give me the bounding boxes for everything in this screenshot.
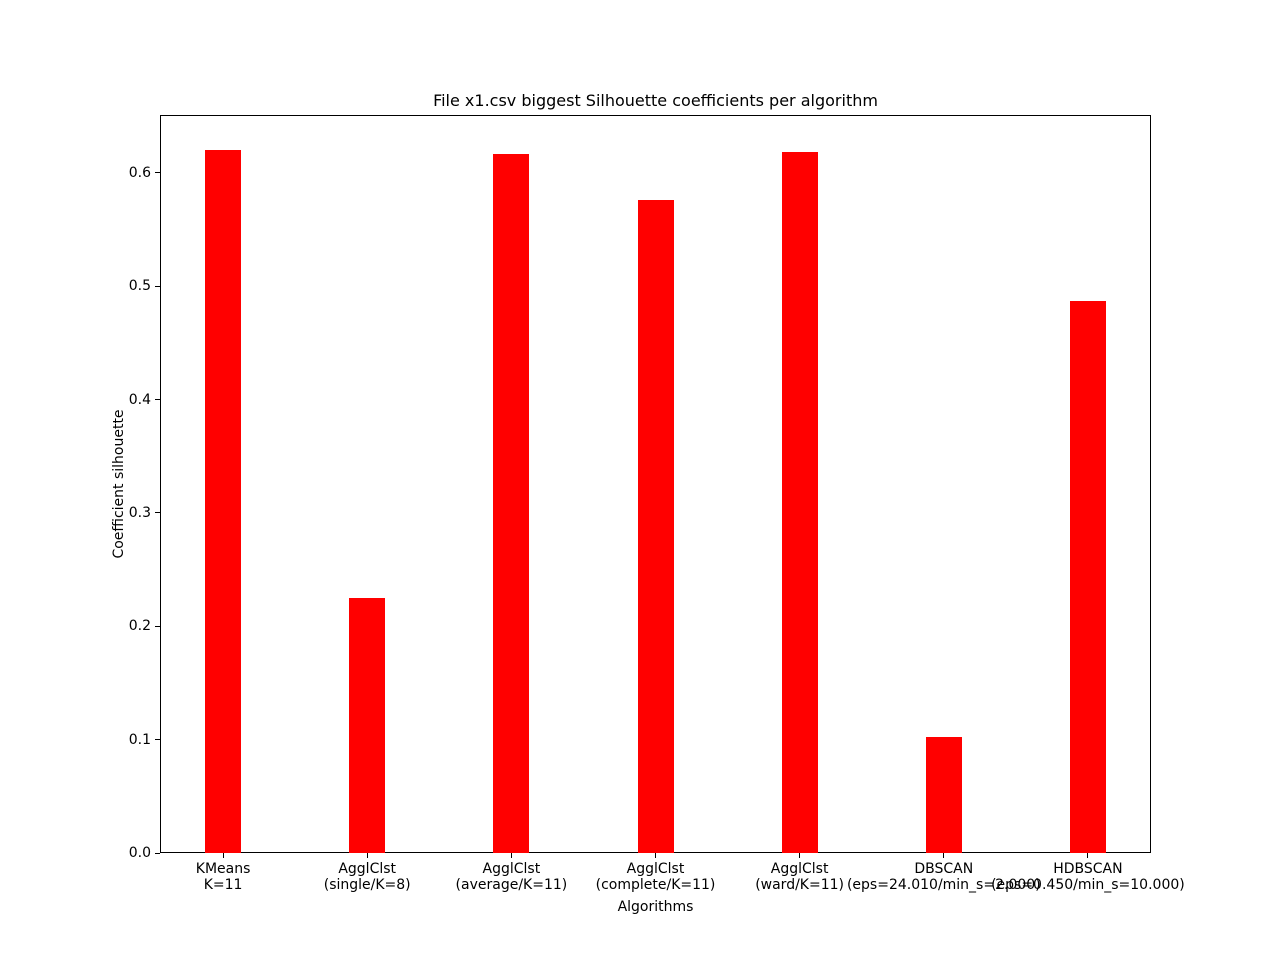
x-tick-mark — [799, 853, 801, 858]
x-tick-mark — [510, 853, 512, 858]
x-tick-label-line: KMeans — [195, 861, 251, 877]
x-tick-label-line: (average/K=11) — [455, 877, 568, 893]
y-tick-label: 0.1 — [128, 731, 151, 748]
x-tick-label-line: AgglClst — [770, 861, 829, 877]
x-tick-label-line: AgglClst — [338, 861, 397, 877]
x-tick-label: DBSCAN (eps=24.010/min_s=2.000) — [847, 861, 1041, 893]
bar — [1069, 300, 1106, 853]
x-tick-label-line: (complete/K=11) — [595, 877, 716, 893]
bar — [205, 150, 241, 853]
x-tick-mark — [943, 853, 945, 858]
y-tick-label: 0.6 — [128, 164, 151, 181]
bar — [781, 152, 818, 853]
bar — [637, 200, 674, 853]
x-tick-label-line: (single/K=8) — [323, 877, 411, 893]
y-tick-mark — [155, 172, 160, 174]
x-tick-label-line: DBSCAN — [914, 861, 974, 877]
y-tick-mark — [155, 285, 160, 287]
x-tick-label: AgglClst (complete/K=11) — [596, 861, 716, 893]
y-tick-label: 0.5 — [128, 278, 151, 295]
bar — [349, 597, 386, 853]
x-tick-label: KMeans K=11 — [196, 861, 251, 893]
x-tick-label-line: (eps=24.010/min_s=2.000) — [846, 877, 1041, 893]
x-tick-label: AgglClst (ward/K=11) — [755, 861, 844, 893]
x-axis-label: Algorithms — [617, 899, 694, 915]
chart-title: File x1.csv biggest Silhouette coefficie… — [433, 91, 878, 110]
x-tick-label-line: HDBSCAN — [1053, 861, 1123, 877]
x-tick-label-line: AgglClst — [482, 861, 541, 877]
y-tick-mark — [155, 399, 160, 400]
bar — [493, 153, 530, 853]
y-tick-mark — [155, 739, 160, 741]
y-tick-label: 0.0 — [128, 845, 151, 861]
y-tick-label: 0.2 — [128, 618, 151, 635]
bar — [925, 737, 962, 853]
y-tick-mark — [155, 852, 160, 854]
x-tick-mark — [222, 853, 224, 858]
y-axis-label: Coefficient silhouette — [111, 409, 127, 559]
x-tick-label-line: (ward/K=11) — [755, 877, 844, 893]
y-tick-label: 0.4 — [128, 391, 151, 408]
x-tick-label: HDBSCAN (eps=0.450/min_s=10.000) — [991, 861, 1185, 893]
x-tick-mark — [366, 853, 368, 858]
y-tick-label: 0.3 — [128, 504, 151, 521]
x-tick-label-line: K=11 — [203, 877, 243, 893]
x-tick-label: AgglClst (single/K=8) — [324, 861, 411, 893]
x-tick-label: AgglClst (average/K=11) — [456, 861, 568, 893]
x-tick-label-line: (eps=0.450/min_s=10.000) — [991, 877, 1185, 893]
x-tick-mark — [655, 853, 656, 858]
y-tick-mark — [155, 625, 160, 627]
x-tick-mark — [1087, 853, 1089, 858]
x-tick-label-line: AgglClst — [626, 861, 685, 877]
y-tick-mark — [155, 512, 160, 514]
